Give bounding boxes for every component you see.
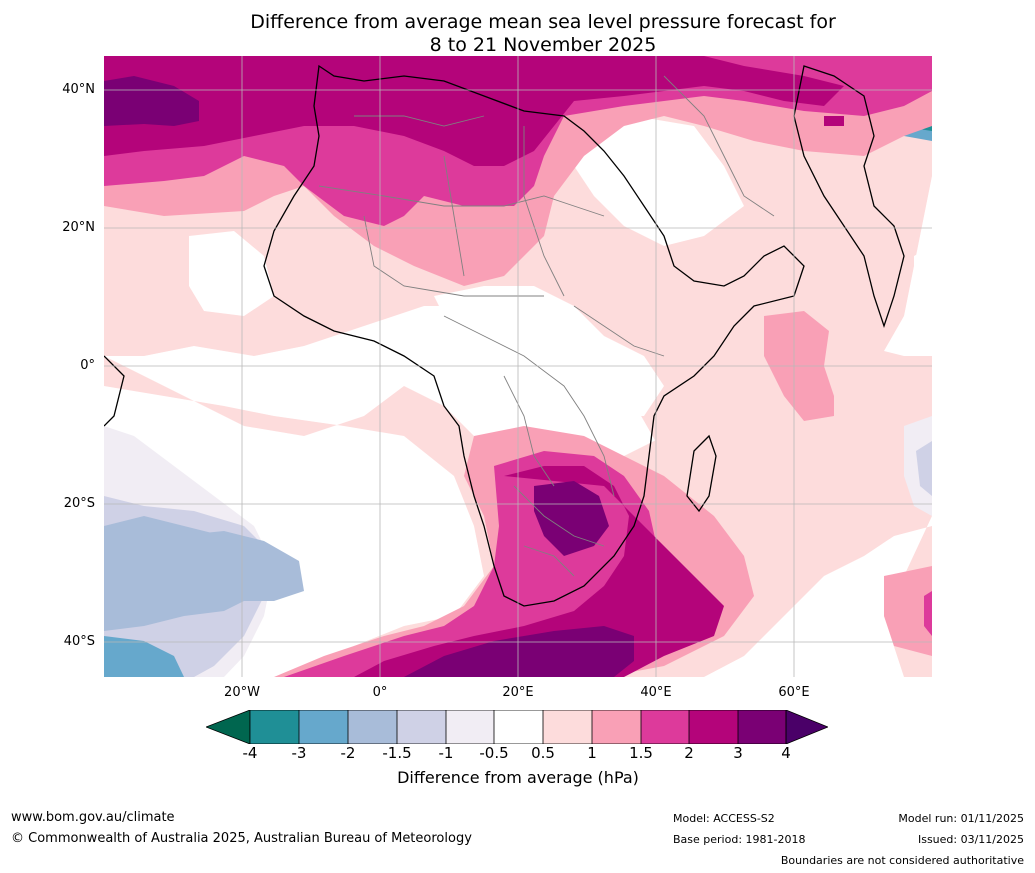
colorbar-frame	[249, 710, 787, 744]
lon-label-20w: 20°W	[224, 685, 260, 700]
colorbar-bin-7	[543, 710, 592, 744]
colorbar	[206, 710, 828, 744]
map-title-line-1: Difference from average mean sea level p…	[250, 11, 836, 33]
colorbar-tick-2: 2	[684, 744, 694, 762]
country-borders	[318, 75, 775, 577]
anomaly-2-to-3	[104, 56, 844, 677]
colorbar-label: Difference from average (hPa)	[397, 768, 639, 787]
colorbar-tick-3: 3	[733, 744, 743, 762]
lat-label-20n: 20°N	[62, 220, 95, 235]
lon-label-20e: 20°E	[502, 685, 534, 700]
colorbar-tick-minus-2: -2	[340, 744, 356, 762]
lat-label-20s: 20°S	[63, 496, 95, 511]
colorbar-tick-1.5: 1.5	[629, 744, 653, 762]
colorbar-bin-2	[299, 710, 348, 744]
lon-label-40e: 40°E	[640, 685, 672, 700]
lat-label-40n: 40°N	[62, 82, 95, 97]
colorbar-tick-minus-4: -4	[242, 744, 258, 762]
colorbar-dividers	[298, 710, 739, 744]
footer-disclaimer: Boundaries are not considered authoritat…	[780, 854, 1024, 867]
colorbar-tick-minus-0.5: -0.5	[479, 744, 509, 762]
graticule	[104, 56, 932, 677]
lon-label-0: 0°	[372, 685, 388, 700]
colorbar-bin-10	[689, 710, 738, 744]
colorbar-bin-6	[494, 710, 543, 744]
colorbar-tick-0.5: 0.5	[531, 744, 555, 762]
colorbar-tick-minus-1.5: -1.5	[382, 744, 412, 762]
lon-label-60e: 60°E	[778, 685, 810, 700]
footer-copyright: © Commonwealth of Australia 2025, Austra…	[11, 831, 472, 846]
colorbar-extend-high	[785, 710, 828, 744]
colorbar-tick-minus-3: -3	[291, 744, 307, 762]
colorbar-bin-4	[397, 710, 446, 744]
lat-label-equator: 0°	[80, 358, 95, 373]
colorbar-bin-5	[446, 710, 494, 744]
footer-issued: Issued: 03/11/2025	[917, 833, 1024, 846]
colorbar-tick-4: 4	[781, 744, 791, 762]
colorbar-bin-3	[348, 710, 397, 744]
colorbar-bin-9	[641, 710, 689, 744]
map-title-line-2: 8 to 21 November 2025	[429, 34, 657, 56]
colorbar-tick-1: 1	[587, 744, 597, 762]
footer-model-run: Model run: 01/11/2025	[898, 812, 1024, 825]
anomaly-3-to-4	[104, 76, 634, 677]
colorbar-bin-8	[592, 710, 641, 744]
pressure-anomaly-map	[104, 56, 932, 677]
footer-model: Model: ACCESS-S2	[673, 812, 775, 825]
footer-website-link[interactable]: www.bom.gov.au/climate	[11, 810, 175, 825]
colorbar-bin-11	[738, 710, 786, 744]
colorbar-extend-low	[206, 710, 251, 744]
lat-label-40s: 40°S	[63, 634, 95, 649]
colorbar-bin-1	[250, 710, 299, 744]
anomaly-minus-1.5	[104, 516, 304, 631]
colorbar-tick-minus-1: -1	[438, 744, 454, 762]
footer-base-period: Base period: 1981-2018	[673, 833, 806, 846]
